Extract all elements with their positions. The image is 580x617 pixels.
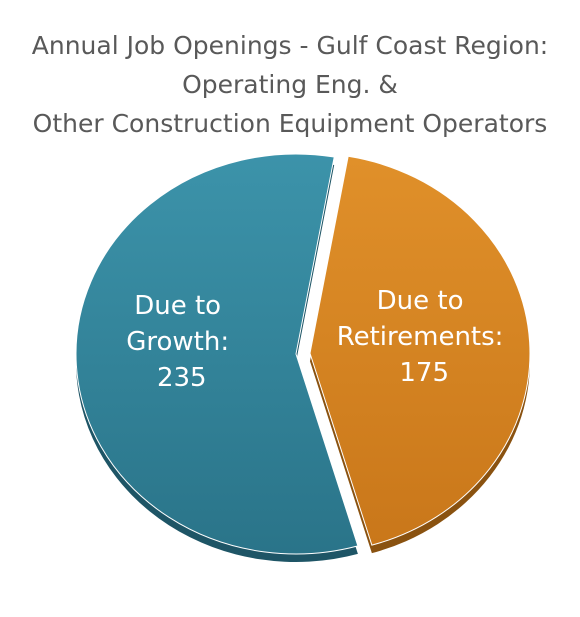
chart-title-line-3: Other Construction Equipment Operators [32,109,548,138]
chart-title: Annual Job Openings - Gulf Coast Region:… [0,26,580,143]
slice-label-retirements-line-1: Due to [377,286,464,316]
slice-label-growth: Due to Growth: 235 [126,291,237,393]
pie-slice-growth [75,153,359,555]
pie-top-layer [75,153,531,555]
slice-label-retirements-line-2: Retirements: [337,322,504,352]
slice-label-growth-line-1: Due to [134,291,221,321]
slice-label-retirements-value: 175 [399,358,449,388]
slice-label-growth-line-2: Growth: [126,327,229,357]
slice-label-growth-value: 235 [157,363,207,393]
slice-label-retirements: Due to Retirements: 175 [337,286,512,388]
pie-slice-retirements [309,155,531,546]
chart-title-line-1: Annual Job Openings - Gulf Coast Region: [31,31,549,60]
chart-title-line-2: Operating Eng. & [182,70,398,99]
